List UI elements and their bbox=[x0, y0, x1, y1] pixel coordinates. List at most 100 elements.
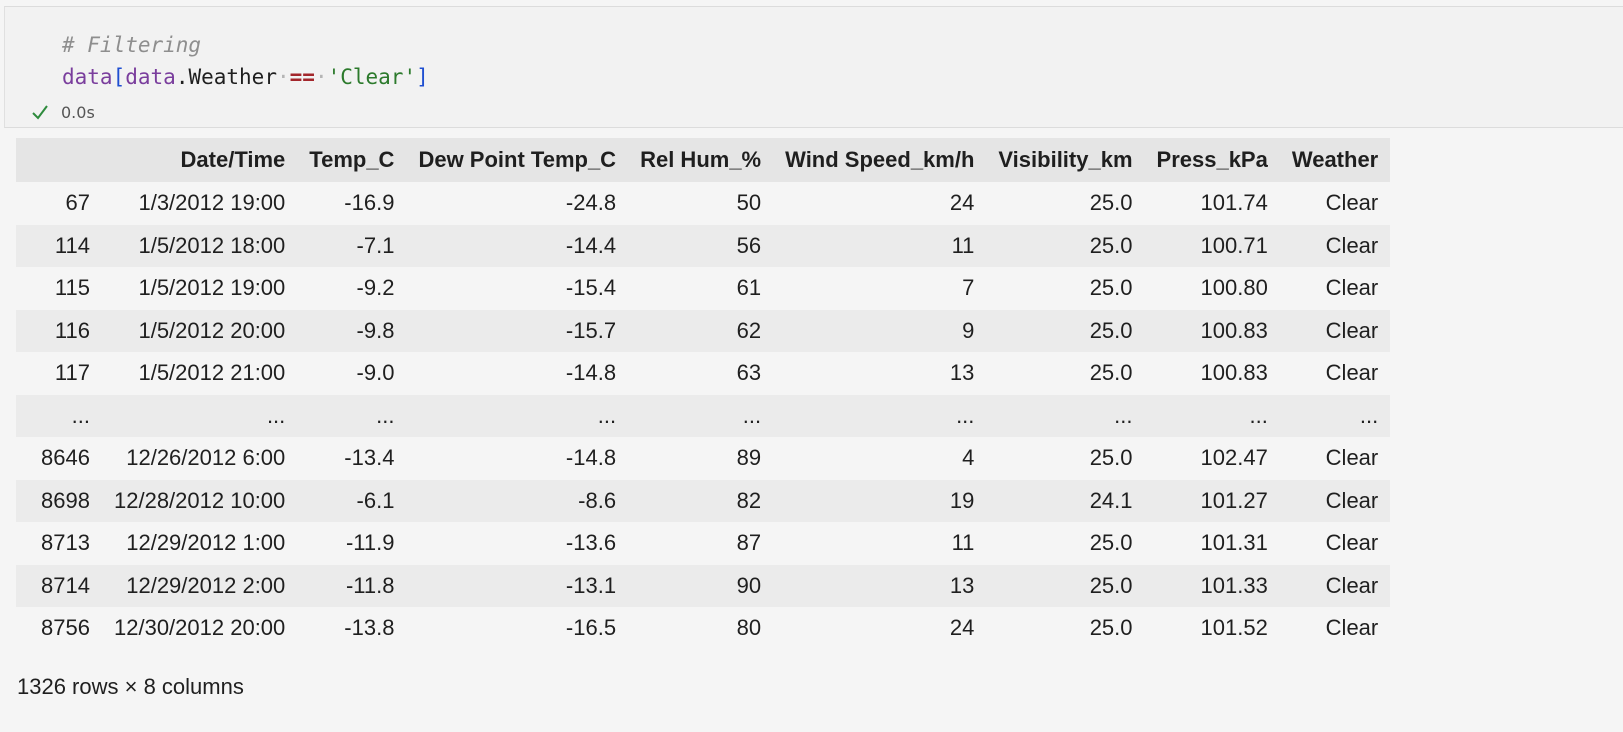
row-index-cell: 8698 bbox=[16, 479, 102, 522]
table-cell: Clear bbox=[1279, 267, 1391, 310]
row-index-cell: 114 bbox=[16, 224, 102, 267]
code-editor[interactable]: # Filtering data[data.Weather·==·'Clear'… bbox=[62, 29, 429, 93]
row-index-cell: 117 bbox=[16, 352, 102, 395]
row-index-cell: 115 bbox=[16, 267, 102, 310]
table-cell: 11 bbox=[773, 522, 987, 565]
table-cell: -15.7 bbox=[406, 309, 629, 352]
table-cell: 56 bbox=[628, 224, 774, 267]
table-cell: 61 bbox=[628, 267, 774, 310]
table-cell: 24.1 bbox=[986, 479, 1145, 522]
table-cell: -8.6 bbox=[406, 479, 629, 522]
table-cell: 100.83 bbox=[1144, 309, 1280, 352]
table-cell: 90 bbox=[628, 564, 774, 607]
column-header-temp: Temp_C bbox=[297, 138, 407, 182]
table-cell: -13.6 bbox=[406, 522, 629, 565]
table-cell: -6.1 bbox=[297, 479, 407, 522]
table-cell: 101.31 bbox=[1144, 522, 1280, 565]
table-cell: -11.9 bbox=[297, 522, 407, 565]
table-cell: ... bbox=[406, 394, 629, 437]
column-header-weather: Weather bbox=[1279, 138, 1391, 182]
table-cell: 13 bbox=[773, 352, 987, 395]
table-cell: 12/29/2012 2:00 bbox=[102, 564, 298, 607]
table-cell: 25.0 bbox=[986, 607, 1145, 650]
table-cell: Clear bbox=[1279, 437, 1391, 480]
table-row: 8756 12/30/2012 20:00 -13.8 -16.5 80 24 25.0 10… bbox=[16, 607, 1391, 650]
table-cell: Clear bbox=[1279, 607, 1391, 650]
table-header-row: Date/Time Temp_C Dew Point Temp_C Rel Hu… bbox=[16, 138, 1391, 182]
table-cell: 25.0 bbox=[986, 522, 1145, 565]
table-cell: -14.8 bbox=[406, 437, 629, 480]
table-cell: -16.5 bbox=[406, 607, 629, 650]
code-var-data: data bbox=[62, 65, 113, 89]
table-cell: 100.80 bbox=[1144, 267, 1280, 310]
cell-output: Date/Time Temp_C Dew Point Temp_C Rel Hu… bbox=[16, 138, 1391, 650]
table-cell: 50 bbox=[628, 182, 774, 225]
table-cell: ... bbox=[628, 394, 774, 437]
table-row: 116 1/5/2012 20:00 -9.8 -15.7 62 9 25.0 100.83 C… bbox=[16, 309, 1391, 352]
table-cell: 12/26/2012 6:00 bbox=[102, 437, 298, 480]
dataframe-shape: 1326 rows × 8 columns bbox=[17, 674, 244, 699]
code-cell[interactable]: # Filtering data[data.Weather·==·'Clear'… bbox=[4, 6, 1623, 128]
code-close-bracket: ] bbox=[416, 65, 429, 89]
column-header-dewpoint: Dew Point Temp_C bbox=[406, 138, 629, 182]
table-row: 8646 12/26/2012 6:00 -13.4 -14.8 89 4 25.0 102.… bbox=[16, 437, 1391, 480]
column-header-windspeed: Wind Speed_km/h bbox=[773, 138, 987, 182]
table-cell: ... bbox=[986, 394, 1145, 437]
table-cell: 13 bbox=[773, 564, 987, 607]
table-row: 67 1/3/2012 19:00 -16.9 -24.8 50 24 25.0 101.74… bbox=[16, 182, 1391, 225]
dataframe-table: Date/Time Temp_C Dew Point Temp_C Rel Hu… bbox=[16, 138, 1391, 650]
code-attr: Weather bbox=[188, 65, 277, 89]
row-index-cell: 8713 bbox=[16, 522, 102, 565]
table-row: ........................... bbox=[16, 394, 1391, 437]
table-cell: 102.47 bbox=[1144, 437, 1280, 480]
column-header-pressure: Press_kPa bbox=[1144, 138, 1280, 182]
table-cell: 100.71 bbox=[1144, 224, 1280, 267]
table-cell: 82 bbox=[628, 479, 774, 522]
table-cell: 101.52 bbox=[1144, 607, 1280, 650]
table-cell: -14.8 bbox=[406, 352, 629, 395]
whitespace-marker: · bbox=[314, 65, 328, 89]
table-cell: 101.74 bbox=[1144, 182, 1280, 225]
table-cell: 24 bbox=[773, 607, 987, 650]
table-cell: 1/3/2012 19:00 bbox=[102, 182, 298, 225]
table-cell: -7.1 bbox=[297, 224, 407, 267]
table-cell: Clear bbox=[1279, 182, 1391, 225]
row-index-cell: 116 bbox=[16, 309, 102, 352]
table-cell: Clear bbox=[1279, 479, 1391, 522]
code-open-bracket: [ bbox=[112, 65, 126, 89]
table-cell: 25.0 bbox=[986, 352, 1145, 395]
table-cell: -11.8 bbox=[297, 564, 407, 607]
table-cell: 25.0 bbox=[986, 437, 1145, 480]
column-header-relhum: Rel Hum_% bbox=[628, 138, 774, 182]
table-cell: 87 bbox=[628, 522, 774, 565]
table-cell: 25.0 bbox=[986, 564, 1145, 607]
table-cell: -9.8 bbox=[297, 309, 407, 352]
table-cell: 12/29/2012 1:00 bbox=[102, 522, 298, 565]
row-index-cell: 8714 bbox=[16, 564, 102, 607]
code-operator: == bbox=[289, 65, 315, 89]
column-header-visibility: Visibility_km bbox=[986, 138, 1145, 182]
table-cell: Clear bbox=[1279, 564, 1391, 607]
table-cell: 25.0 bbox=[986, 182, 1145, 225]
table-cell: 100.83 bbox=[1144, 352, 1280, 395]
table-cell: -24.8 bbox=[406, 182, 629, 225]
table-cell: 11 bbox=[773, 224, 987, 267]
table-cell: 1/5/2012 19:00 bbox=[102, 267, 298, 310]
table-cell: 25.0 bbox=[986, 267, 1145, 310]
table-cell: 25.0 bbox=[986, 224, 1145, 267]
column-header-index bbox=[16, 138, 102, 182]
table-cell: -13.8 bbox=[297, 607, 407, 650]
table-row: 8713 12/29/2012 1:00 -11.9 -13.6 87 11 25.0 101… bbox=[16, 522, 1391, 565]
table-cell: Clear bbox=[1279, 522, 1391, 565]
table-cell: ... bbox=[773, 394, 987, 437]
table-cell: 1/5/2012 18:00 bbox=[102, 224, 298, 267]
table-cell: Clear bbox=[1279, 224, 1391, 267]
table-cell: 1/5/2012 21:00 bbox=[102, 352, 298, 395]
table-cell: 101.27 bbox=[1144, 479, 1280, 522]
table-cell: 19 bbox=[773, 479, 987, 522]
table-cell: Clear bbox=[1279, 352, 1391, 395]
table-row: 115 1/5/2012 19:00 -9.2 -15.4 61 7 25.0 100.80 C… bbox=[16, 267, 1391, 310]
table-cell: 80 bbox=[628, 607, 774, 650]
row-index-cell: 8756 bbox=[16, 607, 102, 650]
table-cell: 12/30/2012 20:00 bbox=[102, 607, 298, 650]
